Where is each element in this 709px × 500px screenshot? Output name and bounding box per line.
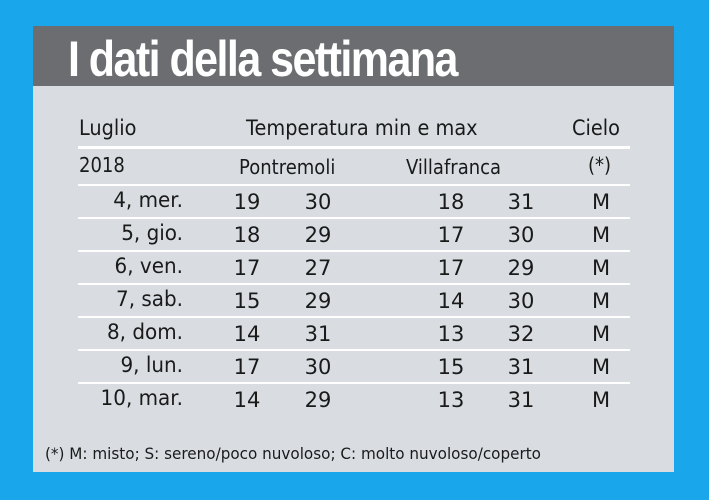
cell-sky: M <box>591 289 611 313</box>
cell-day: 9, lun. <box>120 353 183 377</box>
cell-pontremoli-max: 31 <box>304 322 332 346</box>
cell-villafranca-max: 32 <box>507 322 535 346</box>
row-divider <box>78 316 630 318</box>
cell-day: 4, mer. <box>113 188 183 212</box>
cell-pontremoli-min: 19 <box>233 190 261 214</box>
cell-sky: M <box>591 190 611 214</box>
cell-pontremoli-min: 14 <box>233 388 261 412</box>
header-villafranca: Villafranca <box>406 155 502 179</box>
cell-villafranca-min: 15 <box>437 355 465 379</box>
cell-sky: M <box>591 223 611 247</box>
cell-pontremoli-min: 18 <box>233 223 261 247</box>
cell-sky: M <box>591 355 611 379</box>
cell-villafranca-min: 14 <box>437 289 465 313</box>
cell-sky: M <box>591 322 611 346</box>
cell-day: 8, dom. <box>106 320 183 344</box>
cell-villafranca-max: 29 <box>507 256 535 280</box>
cell-pontremoli-min: 14 <box>233 322 261 346</box>
row-divider <box>78 184 630 186</box>
cell-villafranca-max: 31 <box>507 388 535 412</box>
cell-pontremoli-min: 17 <box>233 256 261 280</box>
cell-villafranca-max: 30 <box>507 223 535 247</box>
page-title: I dati della settimana <box>68 31 458 87</box>
cell-day: 5, gio. <box>121 221 183 245</box>
cell-villafranca-min: 13 <box>437 388 465 412</box>
cell-villafranca-max: 31 <box>507 355 535 379</box>
weather-data-card: I dati della settimana Luglio Temperatur… <box>33 26 674 472</box>
cell-pontremoli-max: 29 <box>304 388 332 412</box>
header-temperature: Temperatura min e max <box>246 116 478 140</box>
header-pontremoli: Pontremoli <box>239 155 336 179</box>
cell-pontremoli-max: 29 <box>304 289 332 313</box>
cell-pontremoli-max: 30 <box>304 190 332 214</box>
cell-pontremoli-max: 27 <box>304 256 332 280</box>
cell-villafranca-min: 17 <box>437 223 465 247</box>
cell-villafranca-min: 18 <box>437 190 465 214</box>
cell-pontremoli-max: 30 <box>304 355 332 379</box>
cell-day: 10, mar. <box>100 386 183 410</box>
cell-villafranca-max: 30 <box>507 289 535 313</box>
cell-day: 7, sab. <box>115 287 183 311</box>
header-sky-note: (*) <box>588 153 612 177</box>
cell-sky: M <box>591 388 611 412</box>
cell-villafranca-min: 13 <box>437 322 465 346</box>
cell-villafranca-min: 17 <box>437 256 465 280</box>
row-divider <box>78 382 630 384</box>
row-divider <box>78 349 630 351</box>
header-sky: Cielo <box>572 116 620 140</box>
header-month: Luglio <box>79 116 137 140</box>
row-divider <box>78 283 630 285</box>
cell-day: 6, ven. <box>114 254 183 278</box>
header-rule <box>78 146 630 149</box>
row-divider <box>78 250 630 252</box>
footnote: (*) M: misto; S: sereno/poco nuvoloso; C… <box>45 444 541 463</box>
cell-pontremoli-min: 15 <box>233 289 261 313</box>
row-divider <box>78 217 630 219</box>
cell-villafranca-max: 31 <box>507 190 535 214</box>
cell-pontremoli-max: 29 <box>304 223 332 247</box>
title-bar: I dati della settimana <box>33 26 674 87</box>
header-year: 2018 <box>79 153 125 177</box>
cell-pontremoli-min: 17 <box>233 355 261 379</box>
cell-sky: M <box>591 256 611 280</box>
